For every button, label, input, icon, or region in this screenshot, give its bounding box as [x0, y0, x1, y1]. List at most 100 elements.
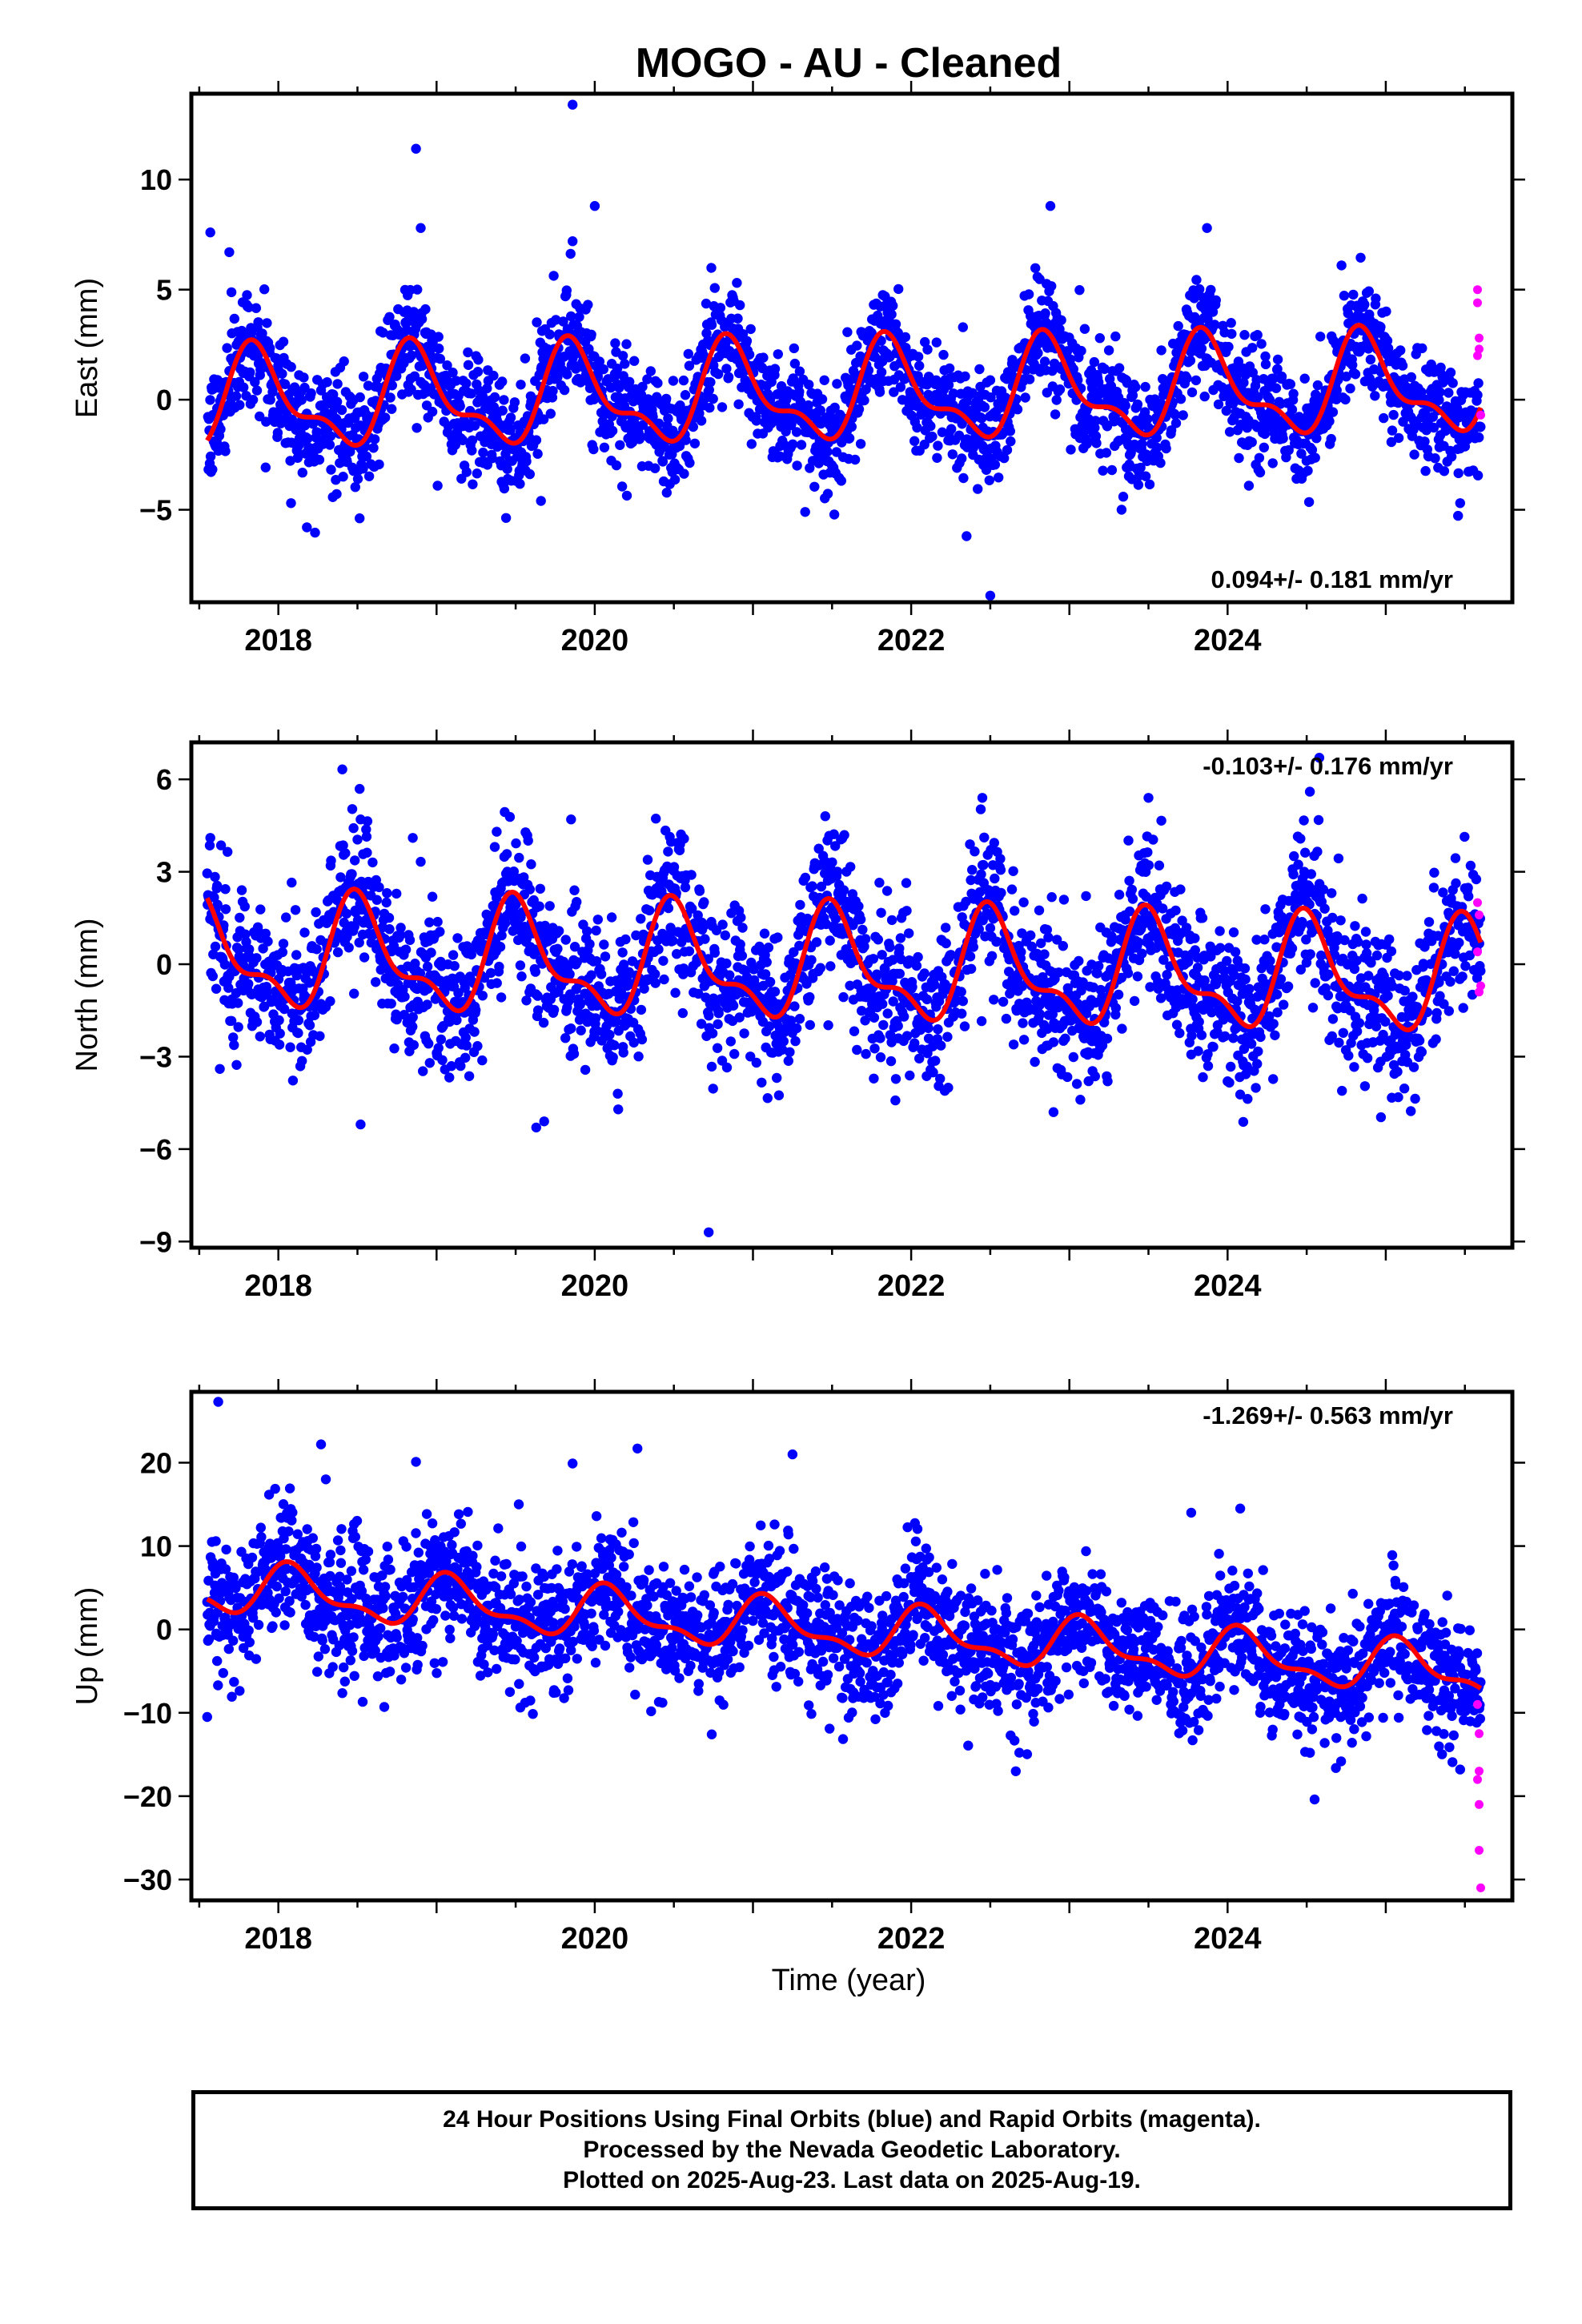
final-orbit-point	[1288, 388, 1299, 399]
final-orbit-point	[1345, 383, 1355, 394]
final-orbit-point	[663, 903, 674, 914]
final-orbit-point	[1272, 354, 1283, 365]
final-orbit-point	[485, 967, 496, 979]
final-orbit-point	[1123, 835, 1134, 846]
final-orbit-point	[791, 427, 802, 437]
final-orbit-point	[1339, 291, 1350, 301]
final-orbit-point	[642, 854, 653, 865]
final-orbit-point	[306, 388, 316, 399]
final-orbit-point	[1359, 300, 1370, 310]
final-orbit-point	[1122, 968, 1134, 979]
final-orbit-point	[735, 939, 745, 950]
final-orbit-point	[325, 996, 335, 1007]
final-orbit-point	[975, 804, 986, 814]
final-orbit-point	[416, 314, 428, 324]
final-orbit-point	[420, 304, 431, 315]
final-orbit-point	[265, 395, 275, 405]
final-orbit-point	[1174, 344, 1184, 355]
final-orbit-point	[886, 915, 897, 926]
final-orbit-point	[1006, 365, 1017, 376]
final-orbit-point	[1030, 1056, 1040, 1068]
final-orbit-point	[448, 950, 459, 960]
final-orbit-point	[422, 999, 432, 1010]
final-orbit-point	[999, 452, 1010, 464]
final-orbit-point	[820, 811, 831, 822]
final-orbit-point	[427, 891, 438, 902]
final-orbit-point	[442, 360, 452, 371]
final-orbit-point	[275, 1028, 285, 1039]
final-orbit-point	[446, 1061, 457, 1072]
final-orbit-point	[455, 401, 465, 412]
final-orbit-point	[698, 921, 709, 931]
final-orbit-point	[433, 332, 444, 342]
final-orbit-point	[362, 847, 372, 858]
final-orbit-point	[670, 987, 681, 998]
final-orbit-point	[1116, 505, 1127, 515]
final-orbit-point	[606, 912, 617, 923]
final-orbit-point	[1102, 1033, 1113, 1044]
final-orbit-point	[297, 468, 307, 478]
final-orbit-point	[927, 1041, 938, 1051]
final-orbit-point	[846, 421, 857, 432]
final-orbit-point	[728, 1000, 739, 1011]
final-orbit-point	[878, 1019, 889, 1031]
final-orbit-point	[242, 290, 252, 300]
final-orbit-point	[336, 404, 347, 416]
final-orbit-point	[468, 479, 478, 489]
final-orbit-point	[1074, 955, 1084, 967]
final-orbit-point	[569, 885, 580, 895]
final-orbit-point	[990, 873, 1000, 884]
final-orbit-point	[778, 1036, 789, 1047]
final-orbit-point	[299, 372, 309, 383]
final-orbit-point	[789, 343, 799, 354]
final-orbit-point	[765, 976, 776, 987]
final-orbit-point	[991, 936, 1002, 947]
final-orbit-point	[416, 223, 426, 233]
final-orbit-point	[1420, 465, 1431, 476]
final-orbit-point	[1439, 466, 1450, 476]
final-orbit-point	[930, 1055, 941, 1066]
final-orbit-point	[511, 838, 521, 849]
final-orbit-point	[985, 923, 996, 934]
final-orbit-point	[979, 402, 990, 412]
final-orbit-point	[1006, 436, 1016, 447]
final-orbit-point	[304, 978, 315, 988]
final-orbit-point	[624, 376, 635, 387]
final-orbit-point	[1002, 444, 1013, 456]
final-orbit-point	[931, 337, 942, 348]
final-orbit-point	[287, 877, 297, 888]
final-orbit-point	[868, 954, 879, 964]
final-orbit-point	[1254, 452, 1265, 463]
rapid-orbit-point	[1473, 298, 1482, 308]
final-orbit-point	[1375, 322, 1386, 332]
final-orbit-point	[534, 901, 544, 911]
final-orbit-point	[1226, 318, 1236, 328]
final-orbit-point	[326, 855, 336, 866]
final-orbit-point	[876, 367, 887, 377]
final-orbit-point	[888, 996, 898, 1007]
final-orbit-point	[869, 1043, 880, 1054]
final-orbit-point	[1081, 891, 1091, 902]
final-orbit-point	[521, 995, 532, 1006]
final-orbit-point	[501, 849, 512, 859]
final-orbit-point	[1114, 890, 1125, 900]
final-orbit-point	[400, 991, 410, 1002]
final-orbit-point	[1186, 347, 1196, 357]
final-orbit-point	[1232, 996, 1243, 1007]
final-orbit-point	[815, 405, 825, 416]
final-orbit-point	[1089, 356, 1100, 368]
final-orbit-point	[532, 1005, 544, 1015]
final-orbit-point	[658, 955, 669, 967]
final-orbit-point	[712, 1043, 723, 1053]
final-orbit-point	[715, 303, 726, 313]
final-orbit-point	[1355, 252, 1366, 263]
final-orbit-point	[693, 988, 704, 999]
final-orbit-point	[709, 993, 719, 1003]
final-orbit-point	[1303, 497, 1315, 508]
final-orbit-point	[794, 366, 805, 376]
final-orbit-point	[922, 344, 933, 355]
final-orbit-point	[1040, 308, 1050, 319]
final-orbit-point	[679, 834, 689, 844]
final-orbit-point	[745, 324, 756, 335]
final-orbit-point	[1341, 372, 1351, 382]
